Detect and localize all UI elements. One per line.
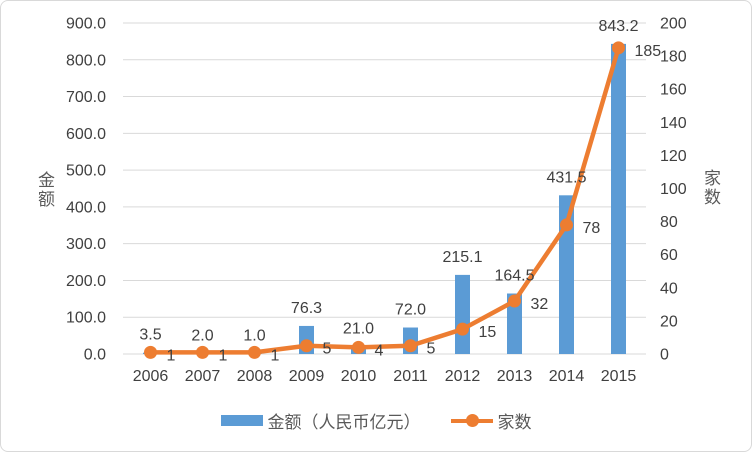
line-series [148, 45, 621, 355]
x-tick-label: 2010 [341, 368, 377, 385]
y-tick-label-right: 140 [660, 115, 687, 132]
bar-value-label: 215.1 [442, 249, 482, 266]
line-value-label: 1 [271, 347, 280, 364]
y-tick-label-right: 120 [660, 148, 687, 165]
x-tick-label: 2015 [601, 368, 637, 385]
bar-value-label: 76.3 [291, 300, 322, 317]
line-value-label: 5 [427, 341, 436, 358]
y-tick-label-right: 20 [660, 313, 678, 330]
line-series-swatch-icon [450, 414, 493, 427]
x-tick-label: 2006 [133, 368, 169, 385]
x-tick-label: 2013 [497, 368, 533, 385]
line-marker [404, 339, 417, 353]
y-tick-label-left: 100.0 [66, 310, 106, 327]
y-tick-label-right: 160 [660, 82, 687, 99]
bar-value-label: 21.0 [343, 320, 374, 337]
line-marker [560, 218, 573, 232]
legend-label-count: 家数 [497, 413, 532, 432]
line-value-label: 78 [583, 220, 601, 237]
bar-value-label: 1.0 [243, 328, 265, 345]
y-tick-label-left: 600.0 [66, 126, 106, 143]
y-tick-label-right: 200 [660, 16, 687, 33]
bar-series-swatch-icon [220, 415, 263, 426]
legend-label-amount: 金额（人民币亿元） [267, 413, 421, 432]
line-marker [144, 345, 157, 359]
y-tick-label-left: 500.0 [66, 163, 106, 180]
y-tick-label-left: 400.0 [66, 199, 106, 216]
line-marker [508, 294, 521, 308]
left-axis-title: 金额 [35, 171, 54, 209]
bar-value-label: 3.5 [139, 327, 161, 344]
y-tick-label-right: 80 [660, 214, 678, 231]
bar [455, 274, 470, 354]
x-tick-label: 2012 [445, 368, 481, 385]
y-tick-label-left: 0.0 [84, 347, 106, 364]
right-axis-title: 家数 [701, 169, 720, 207]
line-value-label: 15 [479, 324, 497, 341]
y-tick-label-left: 300.0 [66, 236, 106, 253]
x-tick-label: 2011 [393, 368, 428, 385]
line-marker [300, 339, 313, 353]
bar [559, 195, 574, 354]
x-tick-label: 2014 [549, 368, 585, 385]
y-tick-label-left: 900.0 [66, 16, 106, 33]
x-tick-label: 2007 [185, 368, 221, 385]
bar-value-label: 843.2 [598, 18, 638, 35]
line-marker [248, 345, 261, 359]
legend-item-count: 家数 [450, 408, 532, 433]
bar-value-label: 72.0 [395, 302, 426, 319]
y-tick-label-right: 0 [660, 347, 669, 364]
y-tick-label-left: 700.0 [66, 89, 106, 106]
line-swatch-dot [465, 414, 479, 427]
x-tick-label: 2008 [237, 368, 273, 385]
line-marker [196, 345, 209, 359]
y-tick-label-left: 200.0 [66, 273, 106, 290]
line-value-label: 5 [323, 341, 332, 358]
line-value-label: 32 [531, 296, 549, 313]
y-tick-label-right: 60 [660, 247, 678, 264]
bar [611, 43, 626, 355]
line-value-label: 4 [375, 342, 384, 359]
bar-value-label: 164.5 [494, 268, 534, 285]
y-tick-label-right: 100 [660, 181, 687, 198]
line-marker [456, 322, 469, 336]
y-tick-label-right: 180 [660, 49, 687, 66]
y-tick-label-right: 40 [660, 280, 678, 297]
x-tick-label: 2009 [289, 368, 325, 385]
line-marker [352, 340, 365, 354]
bar [507, 293, 522, 354]
line-value-label: 1 [219, 347, 228, 364]
y-tick-label-left: 800.0 [66, 52, 106, 69]
line-value-label: 1 [167, 347, 176, 364]
legend-item-amount: 金额（人民币亿元） [220, 408, 421, 433]
legend: 金额（人民币亿元） 家数 [1, 408, 751, 433]
bar-value-label: 431.5 [546, 169, 586, 186]
bar-value-label: 2.0 [191, 327, 213, 344]
line-marker [612, 41, 625, 55]
line-value-label: 185 [635, 43, 662, 60]
